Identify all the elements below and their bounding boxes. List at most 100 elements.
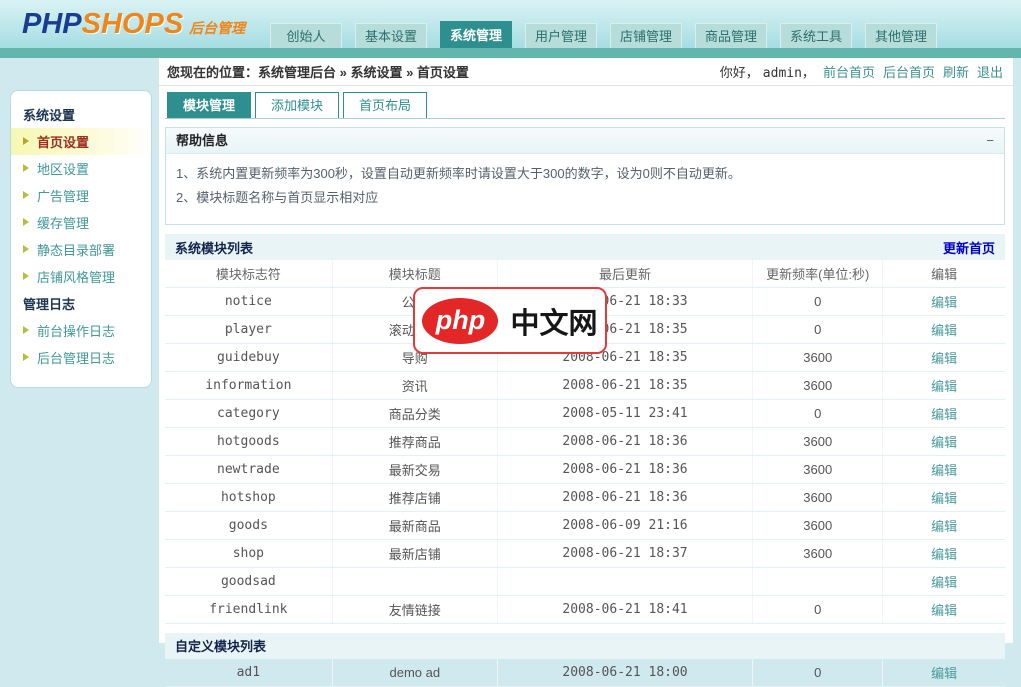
- logo-shops: SHOPS: [82, 8, 184, 40]
- module-id-cell: guidebuy: [165, 343, 332, 371]
- module-id-cell: goodsad: [165, 567, 332, 595]
- sidebar-item-前台操作日志[interactable]: 前台操作日志: [11, 317, 151, 344]
- last-update-cell: 2008-06-21 18:41: [497, 595, 752, 623]
- nav-tab-商品管理[interactable]: 商品管理: [695, 23, 767, 48]
- last-update-cell: 2008-06-21 18:36: [497, 427, 752, 455]
- module-title-cell: 友情链接: [332, 595, 497, 623]
- last-update-cell: 2008-06-21 18:37: [497, 539, 752, 567]
- nav-tab-店铺管理[interactable]: 店铺管理: [610, 23, 682, 48]
- update-freq-cell: 3600: [753, 511, 883, 539]
- tab-首页布局[interactable]: 首页布局: [343, 92, 427, 118]
- last-update-cell: 2008-06-21 18:36: [497, 483, 752, 511]
- breadcrumb: 您现在的位置：系统管理后台 » 系统设置 » 首页设置: [167, 62, 469, 81]
- sidebar-item-店铺风格管理[interactable]: 店铺风格管理: [11, 263, 151, 290]
- update-homepage-link[interactable]: 更新首页: [943, 238, 995, 257]
- userbar-link-前台首页[interactable]: 前台首页: [823, 62, 875, 81]
- edit-cell: 编辑: [883, 511, 1005, 539]
- module-id-cell: information: [165, 371, 332, 399]
- sidebar-item-地区设置[interactable]: 地区设置: [11, 155, 151, 182]
- userbar-link-退出[interactable]: 退出: [977, 62, 1003, 81]
- edit-link[interactable]: 编辑: [931, 351, 957, 366]
- edit-link[interactable]: 编辑: [931, 491, 957, 506]
- nav-tab-创始人[interactable]: 创始人: [270, 23, 342, 48]
- logo-suffix: 后台管理: [189, 20, 245, 36]
- user-bar: 你好， admin， 前台首页后台首页刷新退出: [720, 62, 1003, 81]
- update-freq-cell: 3600: [753, 483, 883, 511]
- last-update-cell: 2008-06-21 18:36: [497, 455, 752, 483]
- help-line: 1、系统内置更新频率为300秒，设置自动更新频率时请设置大于300的数字，设为0…: [176, 162, 994, 186]
- edit-link[interactable]: 编辑: [931, 435, 957, 450]
- tab-添加模块[interactable]: 添加模块: [255, 92, 339, 118]
- module-id-cell: hotgoods: [165, 427, 332, 455]
- edit-link[interactable]: 编辑: [931, 519, 957, 534]
- sidebar-item-广告管理[interactable]: 广告管理: [11, 182, 151, 209]
- sidebar-item-后台管理日志[interactable]: 后台管理日志: [11, 344, 151, 371]
- update-freq-cell: 0: [753, 595, 883, 623]
- column-header: 最后更新: [497, 260, 752, 287]
- table-header-row: 模块标志符模块标题最后更新更新频率(单位:秒)编辑: [165, 260, 1005, 287]
- update-freq-cell: 0: [753, 315, 883, 343]
- update-freq-cell: 0: [753, 659, 883, 687]
- help-body: 1、系统内置更新频率为300秒，设置自动更新频率时请设置大于300的数字，设为0…: [166, 154, 1004, 224]
- php-cn-watermark: php 中文网: [413, 287, 607, 354]
- last-update-cell: 2008-06-21 18:35: [497, 371, 752, 399]
- module-title-cell: 最新交易: [332, 455, 497, 483]
- last-update-cell: 2008-05-11 23:41: [497, 399, 752, 427]
- module-id-cell: ad1: [165, 659, 332, 687]
- collapse-icon[interactable]: −: [986, 128, 994, 154]
- edit-link[interactable]: 编辑: [931, 323, 957, 338]
- system-modules-header: 系统模块列表 更新首页: [165, 234, 1005, 260]
- update-freq-cell: 3600: [753, 455, 883, 483]
- module-tabs: 模块管理添加模块首页布局: [165, 92, 1005, 119]
- edit-link[interactable]: 编辑: [931, 603, 957, 618]
- edit-cell: 编辑: [883, 455, 1005, 483]
- update-freq-cell: [753, 567, 883, 595]
- edit-link[interactable]: 编辑: [931, 463, 957, 478]
- header-divider: [0, 48, 1021, 58]
- watermark-text: 中文网: [510, 300, 597, 342]
- edit-link[interactable]: 编辑: [931, 547, 957, 562]
- edit-cell: 编辑: [883, 483, 1005, 511]
- sidebar-item-缓存管理[interactable]: 缓存管理: [11, 209, 151, 236]
- edit-cell: 编辑: [883, 595, 1005, 623]
- tab-模块管理[interactable]: 模块管理: [167, 92, 251, 118]
- nav-tab-系统工具[interactable]: 系统工具: [780, 23, 852, 48]
- module-id-cell: goods: [165, 511, 332, 539]
- edit-link[interactable]: 编辑: [931, 666, 957, 681]
- module-id-cell: notice: [165, 287, 332, 315]
- help-title: 帮助信息: [176, 128, 228, 154]
- nav-tab-基本设置[interactable]: 基本设置: [355, 23, 427, 48]
- sidebar-section-title: 管理日志: [11, 290, 151, 317]
- module-title-cell: 资讯: [332, 371, 497, 399]
- table-row: goodsad 编辑: [165, 567, 1005, 595]
- nav-tab-其他管理[interactable]: 其他管理: [865, 23, 937, 48]
- edit-link[interactable]: 编辑: [931, 295, 957, 310]
- sidebar-item-静态目录部署[interactable]: 静态目录部署: [11, 236, 151, 263]
- userbar-link-后台首页[interactable]: 后台首页: [883, 62, 935, 81]
- nav-tab-用户管理[interactable]: 用户管理: [525, 23, 597, 48]
- edit-cell: 编辑: [883, 315, 1005, 343]
- edit-link[interactable]: 编辑: [931, 379, 957, 394]
- userbar-link-刷新[interactable]: 刷新: [943, 62, 969, 81]
- module-id-cell: newtrade: [165, 455, 332, 483]
- update-freq-cell: 0: [753, 399, 883, 427]
- edit-cell: 编辑: [883, 343, 1005, 371]
- edit-link[interactable]: 编辑: [931, 575, 957, 590]
- main-nav: 创始人基本设置系统管理用户管理店铺管理商品管理系统工具其他管理: [270, 21, 937, 48]
- nav-tab-系统管理[interactable]: 系统管理: [440, 21, 512, 48]
- update-freq-cell: 3600: [753, 539, 883, 567]
- module-title-cell: [332, 567, 497, 595]
- sidebar: 系统设置首页设置地区设置广告管理缓存管理静态目录部署店铺风格管理管理日志前台操作…: [10, 90, 152, 388]
- edit-link[interactable]: 编辑: [931, 407, 957, 422]
- module-id-cell: player: [165, 315, 332, 343]
- sidebar-item-首页设置[interactable]: 首页设置: [11, 128, 151, 155]
- last-update-cell: 2008-06-09 21:16: [497, 511, 752, 539]
